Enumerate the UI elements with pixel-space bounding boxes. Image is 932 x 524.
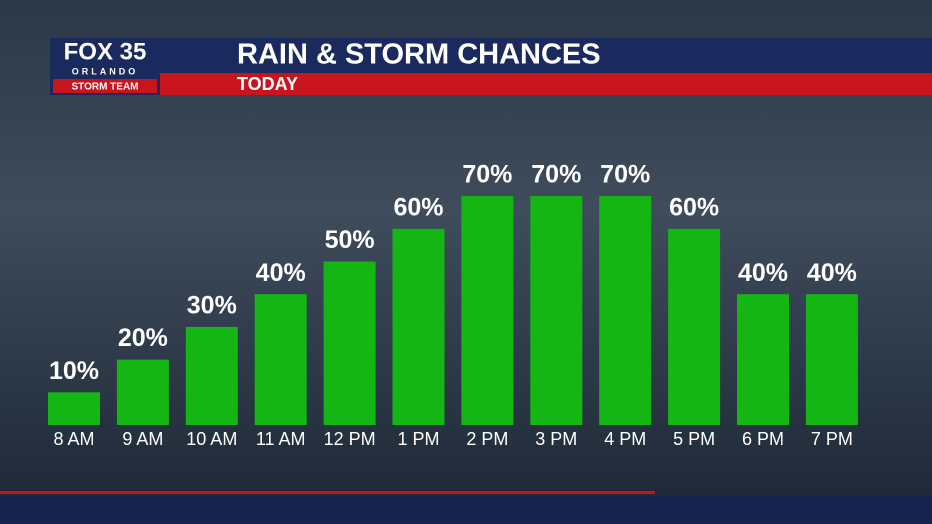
x-tick-label: 1 PM xyxy=(397,429,439,449)
x-tick-label: 9 AM xyxy=(122,429,163,449)
bar xyxy=(116,359,169,425)
value-label: 30% xyxy=(187,292,237,320)
value-label: 70% xyxy=(531,161,581,189)
value-label: 20% xyxy=(118,324,168,352)
value-label: 70% xyxy=(462,161,512,189)
bar xyxy=(185,326,238,425)
logo-strip xyxy=(53,79,157,93)
bar xyxy=(323,261,376,425)
bar xyxy=(254,294,307,425)
x-tick-label: 2 PM xyxy=(466,429,508,449)
footer-bar xyxy=(0,496,932,524)
x-tick-label: 3 PM xyxy=(535,429,577,449)
bar xyxy=(737,294,789,425)
bar xyxy=(392,228,445,425)
x-tick-label: 8 AM xyxy=(53,429,94,449)
bar xyxy=(668,228,721,425)
bar xyxy=(461,196,514,425)
value-label: 40% xyxy=(738,259,788,287)
x-tick-label: 5 PM xyxy=(673,429,715,449)
value-label: 40% xyxy=(807,259,857,287)
subtitle-bar xyxy=(160,73,932,95)
bar xyxy=(599,196,652,425)
bar xyxy=(48,392,100,425)
logo-name: FOX 35 xyxy=(64,38,147,65)
x-tick-label: 11 AM xyxy=(256,429,306,449)
x-tick-label: 10 AM xyxy=(186,429,237,449)
x-tick-label: 12 PM xyxy=(324,429,376,449)
footer-line xyxy=(0,491,655,494)
title-bar xyxy=(160,38,932,73)
value-label: 40% xyxy=(256,259,306,287)
value-label: 50% xyxy=(325,226,375,254)
value-label: 60% xyxy=(669,193,719,221)
logo-team: STORM TEAM xyxy=(71,82,138,93)
value-label: 10% xyxy=(49,357,99,385)
x-tick-label: 6 PM xyxy=(742,429,784,449)
x-tick-label: 4 PM xyxy=(604,429,646,449)
value-label: 70% xyxy=(600,161,650,189)
value-label: 60% xyxy=(393,193,443,221)
x-tick-label: 7 PM xyxy=(811,429,853,449)
chart-subtitle: TODAY xyxy=(237,74,298,94)
chart-title: RAIN & STORM CHANCES xyxy=(237,39,601,71)
bar xyxy=(530,196,583,425)
logo-city: ORLANDO xyxy=(72,66,139,76)
bar xyxy=(805,294,858,425)
